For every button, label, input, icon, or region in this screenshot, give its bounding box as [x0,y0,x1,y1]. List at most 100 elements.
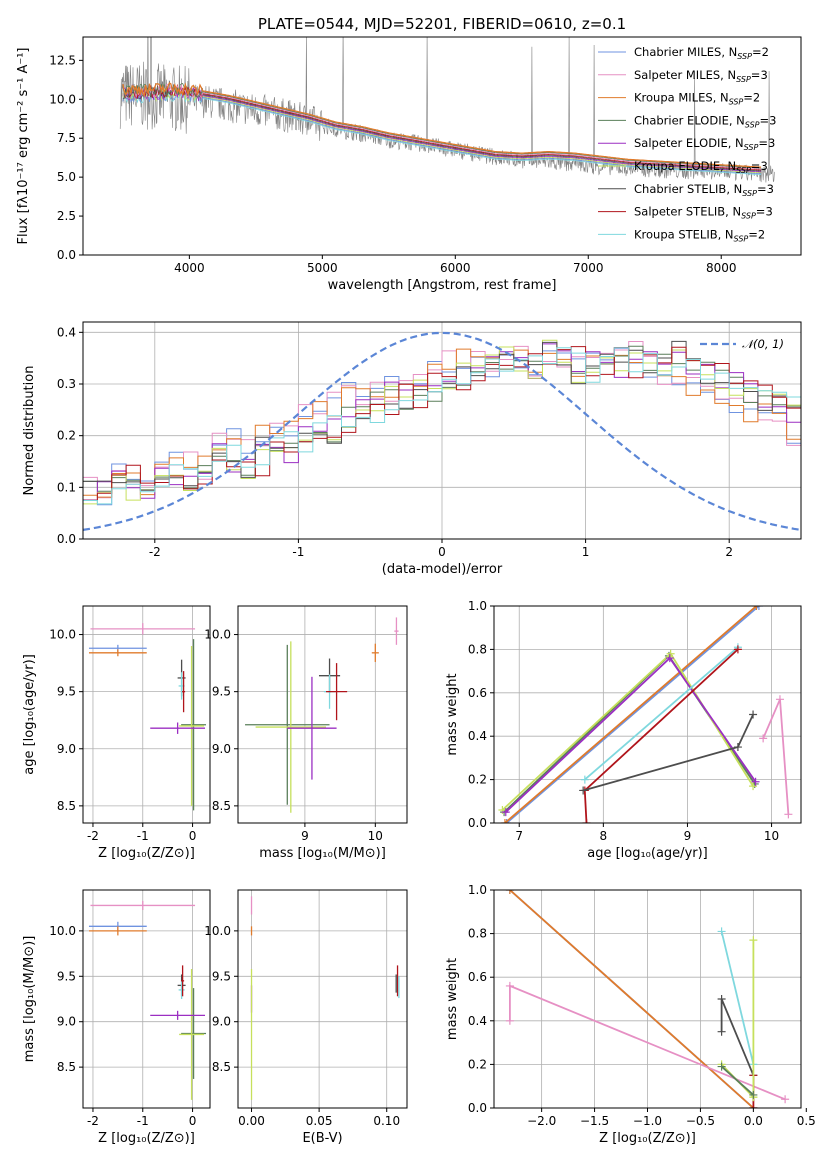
legend-nssp-prefix: , N [725,205,741,219]
x-tick-label: 9 [684,829,692,843]
weight-line-chabrier_stelib [582,714,754,792]
weight-marker [501,808,510,817]
weight-marker [500,819,509,823]
weight-marker [749,936,758,945]
y-axis-label: age [log₁₀(age/yr)] [22,654,37,775]
model-spectrum-chabrier_miles [122,88,762,175]
legend-nssp-eq: = [756,205,766,219]
weight-marker [749,1104,758,1108]
y-axis-label: mass [log₁₀(M/M⊙)] [22,936,37,1063]
errorbar-salpeter_elodie [150,1010,206,1020]
plot-area [83,890,210,1108]
y-tick-label: 2.5 [57,209,76,223]
x-tick-label: 5000 [307,261,338,275]
histogram-kroupa_miles [83,348,801,498]
x-tick-label: 6000 [440,261,471,275]
y-tick-label: 8.5 [212,799,231,813]
legend-nssp-subscript: SSP [745,120,760,129]
weight-line-chabrier_elodie [721,1065,754,1096]
legend-nssp-subscript: SSP [736,166,751,175]
plot-area [494,890,801,1108]
legend-model: Salpeter ELODIE [634,136,728,150]
errorbar-kroupa_miles [371,643,379,662]
x-tick-label: 0.00 [238,1114,265,1128]
y-tick-label: 0.6 [468,686,487,700]
x-tick-label: 0 [189,1114,197,1128]
legend-nssp-eq: = [757,182,767,196]
x-tick-label: 7 [515,829,523,843]
errorbar-kroupa_elodie [179,969,205,1100]
legend-model: Kroupa STELIB [634,227,718,241]
model-spectrum-kroupa_miles [122,82,762,168]
model-spectrum-chabrier_stelib [122,85,762,172]
legend-nssp: 2 [753,91,760,105]
y-tick-label: 7.5 [57,131,76,145]
weight-marker [717,1062,726,1071]
weight-marker [733,645,742,654]
histogram-kroupa_stelib [83,347,801,505]
legend-model: Chabrier MILES [634,45,721,59]
weight-line-kroupa_miles [504,606,757,823]
x-tick-label: 2 [725,545,733,559]
panel-weight_vs_Z: −2.0 −1.5 −1.0 −0.5 0.0 0.5 0.0 0.2 0.4 0.6 0.8 1.0… [445,883,816,1146]
errorbar-kroupa_stelib [178,980,185,999]
x-tick-label: −1.0 [633,1114,662,1128]
legend-nssp: 3 [767,182,774,196]
x-tick-label: 0.0 [744,1114,763,1128]
weight-line-chabrier_miles [506,606,760,823]
weight-marker [505,1016,514,1025]
weight-marker [749,710,758,719]
y-tick-label: 0.4 [468,1014,487,1028]
legend-entry: Kroupa STELIB, NSSP=2 [634,227,765,243]
legend-nssp-subscript: SSP [744,143,759,152]
legend-nssp-eq: = [751,68,761,82]
weight-marker [733,743,742,752]
model-spectrum-salpeter_stelib [122,84,762,171]
errorbar-salpeter_miles [394,617,399,645]
errorbar-salpeter_elodie [150,722,206,734]
histogram-salpeter_miles [83,341,801,499]
axes-frame [82,321,802,540]
legend-entry: Chabrier STELIB, NSSP=3 [634,182,774,198]
x-axis-label: mass [log₁₀(M/M⊙)] [259,846,386,861]
plot-area [238,890,407,1108]
legend-nssp-prefix: , N [713,91,729,105]
errorbar-kroupa_elodie [179,645,205,806]
legend-nssp-eq: = [758,136,768,150]
legend-entry: 𝒩(0, 1) [742,337,784,351]
weight-marker [775,695,784,704]
x-tick-label: 0 [438,545,446,559]
legend-nssp-eq: = [743,91,753,105]
weight-marker [505,981,514,990]
errorbar-chabrier_elodie [245,644,330,805]
legend-nssp: 3 [765,205,772,219]
x-axis-label: E(B-V) [302,1131,342,1146]
x-tick-label: 1 [582,545,590,559]
y-tick-label: 0.0 [468,1101,487,1115]
weight-marker [751,777,760,786]
weight-marker [666,649,675,658]
y-tick-label: 0.0 [57,248,76,262]
y-tick-label: 1.0 [468,883,487,897]
weight-marker [781,1095,790,1104]
weight-marker [579,786,588,795]
y-tick-label: 0.0 [57,532,76,546]
legend-entry: Chabrier MILES, NSSP=2 [634,45,769,61]
panels: 4000 5000 6000 7000 80000.02.55.07.510.012.5… [16,36,816,1146]
errorbar-kroupa_miles [88,649,147,657]
legend-nssp-prefix: , N [721,45,737,59]
x-tick-label: -1 [137,1114,149,1128]
weight-line-kroupa_stelib [720,931,755,1065]
x-tick-label: -2 [87,829,99,843]
y-tick-label: 0.3 [57,377,76,391]
y-tick-label: 10.0 [49,92,76,106]
y-tick-label: 10.0 [204,628,231,642]
y-tick-label: 9.0 [57,1015,76,1029]
x-tick-label: 8 [600,829,608,843]
x-tick-label: 9 [301,829,309,843]
y-tick-label: 0.2 [468,1057,487,1071]
weight-line-kroupa_miles [509,890,755,1108]
legend-nssp-subscript: SSP [742,189,757,198]
plot-area [83,322,801,539]
